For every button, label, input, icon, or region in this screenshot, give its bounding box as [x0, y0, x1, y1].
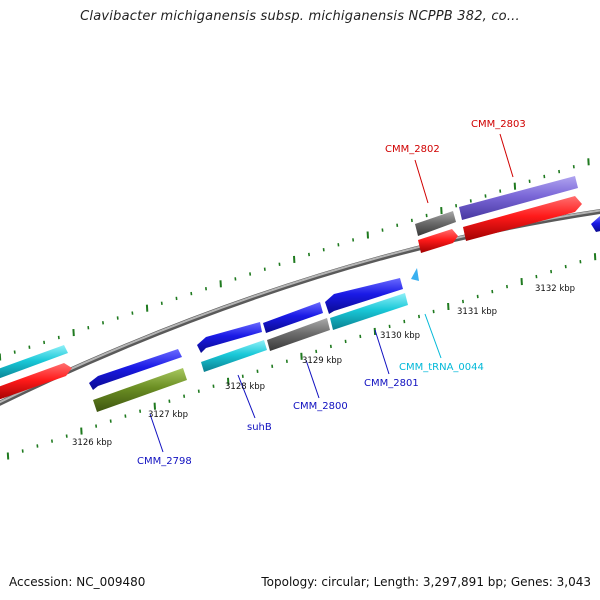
gene-blue-suhb-outer[interactable] [197, 322, 262, 353]
label-leaders [149, 133, 514, 453]
gene-label-cmm-trna-0044[interactable]: CMM_tRNA_0044 [399, 362, 484, 373]
gene-purple-2803[interactable] [459, 176, 578, 220]
gene-label-cmm-2800[interactable]: CMM_2800 [293, 401, 348, 412]
gene-cyan-left[interactable] [0, 345, 68, 380]
gene-olive-2798[interactable] [93, 368, 187, 412]
lower-tick-row [6, 253, 597, 460]
gene-blue-right-edge[interactable] [591, 216, 600, 232]
gene-cyan-2801[interactable] [330, 293, 408, 330]
gene-red-2803[interactable] [463, 196, 582, 241]
accession-text: Accession: NC_009480 [9, 575, 146, 589]
map-title: Clavibacter michiganensis subsp. michiga… [80, 9, 520, 24]
genome-summary-text: Topology: circular; Length: 3,297,891 bp… [261, 575, 591, 589]
gene-labels: CMM_2798 suhB CMM_2800 CMM_2801 CMM_tRNA… [137, 119, 526, 467]
gene-blue-2801-outer[interactable] [325, 278, 403, 314]
gene-label-cmm-2803[interactable]: CMM_2803 [471, 119, 526, 130]
gene-blue-2800-outer[interactable] [263, 302, 323, 333]
gene-cyan-suhb[interactable] [201, 340, 267, 372]
scale-labels: 3126 kbp 3127 kbp 3128 kbp 3129 kbp 3130… [72, 284, 575, 448]
gene-red-left[interactable] [0, 363, 72, 401]
scale-label-3131: 3131 kbp [457, 307, 497, 317]
backbone [0, 208, 600, 406]
gene-blue-2797[interactable] [89, 349, 182, 390]
trna-marker[interactable] [411, 268, 419, 281]
scale-label-3127: 3127 kbp [148, 410, 188, 420]
scale-label-3130: 3130 kbp [380, 331, 420, 341]
gene-red-2802[interactable] [418, 229, 458, 253]
gene-label-cmm-2798[interactable]: CMM_2798 [137, 456, 192, 467]
gene-label-cmm-2801[interactable]: CMM_2801 [364, 378, 419, 389]
gene-gray-2800[interactable] [267, 318, 330, 351]
gene-label-cmm-2802[interactable]: CMM_2802 [385, 144, 440, 155]
gene-label-suhb[interactable]: suhB [247, 422, 272, 433]
scale-label-3126: 3126 kbp [72, 438, 112, 448]
upper-tick-row [0, 158, 590, 361]
scale-label-3129: 3129 kbp [302, 356, 342, 366]
scale-label-3128: 3128 kbp [225, 382, 265, 392]
scale-label-3132: 3132 kbp [535, 284, 575, 294]
backbone-highlight [0, 209, 600, 404]
gene-gray-2802[interactable] [415, 211, 456, 236]
